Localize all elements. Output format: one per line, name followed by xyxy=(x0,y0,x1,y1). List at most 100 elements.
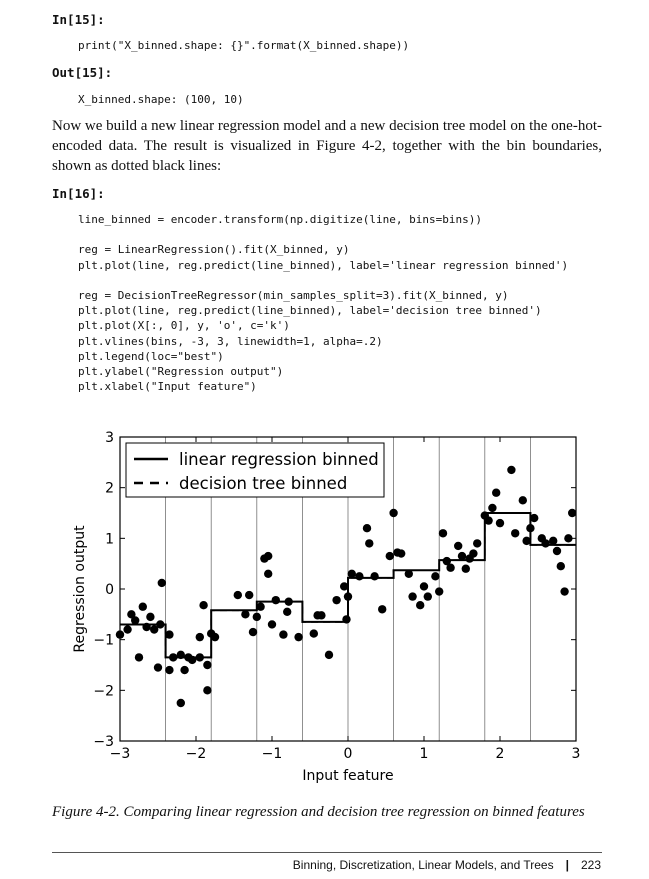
data-point xyxy=(203,686,212,695)
data-point xyxy=(568,508,577,518)
data-point xyxy=(146,612,155,622)
code-line: reg = DecisionTreeRegressor(min_samples_… xyxy=(78,289,509,303)
data-point xyxy=(495,518,505,528)
data-point xyxy=(342,615,351,624)
data-points xyxy=(115,465,577,708)
data-point xyxy=(188,655,197,665)
data-point xyxy=(134,653,144,662)
data-point xyxy=(492,488,501,497)
page-footer: Binning, Discretization, Linear Models, … xyxy=(293,858,601,872)
x-tick-label: 3 xyxy=(572,746,581,762)
data-point xyxy=(138,602,147,611)
body-paragraph: Now we build a new linear regression mod… xyxy=(52,118,602,174)
data-point xyxy=(294,632,303,642)
data-point xyxy=(416,601,425,610)
x-tick-label: −1 xyxy=(262,746,283,762)
data-point xyxy=(397,549,406,558)
data-point xyxy=(180,665,189,675)
data-point xyxy=(461,564,470,573)
data-point xyxy=(419,582,429,591)
y-tick-label: −1 xyxy=(93,633,114,649)
data-point xyxy=(347,569,356,578)
code-line: plt.plot(line, reg.predict(line_binned),… xyxy=(78,258,569,272)
code-cell-in16-prompt: In[16]: xyxy=(52,186,105,201)
data-point xyxy=(431,572,440,581)
data-point xyxy=(123,625,132,634)
data-point xyxy=(176,650,185,660)
code-line: reg = LinearRegression().fit(X_binned, y… xyxy=(78,243,350,257)
code-line: print("X_binned.shape: {}".format(X_binn… xyxy=(78,39,410,52)
data-point xyxy=(248,627,258,637)
y-tick-label: −3 xyxy=(93,734,114,750)
data-point xyxy=(435,587,444,596)
data-point xyxy=(365,539,374,548)
data-point xyxy=(340,582,349,591)
data-point xyxy=(362,524,372,533)
data-point xyxy=(324,650,334,660)
data-point xyxy=(332,595,341,605)
data-point xyxy=(442,556,451,566)
data-point xyxy=(552,546,562,556)
data-point xyxy=(169,653,178,662)
data-point xyxy=(284,597,293,606)
code-line: plt.vlines(bins, -3, 3, linewidth=1, alp… xyxy=(78,334,383,348)
y-axis-label: Regression output xyxy=(72,525,88,653)
code-line: plt.plot(X[:, 0], y, 'o', c='k') xyxy=(78,319,290,333)
code-line: plt.plot(line, reg.predict(line_binned),… xyxy=(78,304,542,318)
data-point xyxy=(165,665,174,675)
code-line: line_binned = encoder.transform(np.digit… xyxy=(78,213,482,226)
data-point xyxy=(343,592,353,601)
figure-caption: Figure 4-2. Comparing linear regression … xyxy=(52,804,585,820)
data-point xyxy=(252,612,261,622)
output-line: X_binned.shape: (100, 10) xyxy=(78,93,244,106)
data-point xyxy=(176,698,185,708)
data-point xyxy=(408,592,417,601)
code-cell-in15-prompt: In[15]: xyxy=(52,12,105,27)
data-point xyxy=(560,587,569,596)
code-cell-in16: line_binned = encoder.transform(np.digit… xyxy=(78,212,568,394)
data-point xyxy=(473,539,482,548)
code-output-out15: X_binned.shape: (100, 10) xyxy=(78,92,244,107)
data-point xyxy=(279,630,288,639)
data-point xyxy=(317,611,326,620)
data-point xyxy=(385,551,394,561)
data-point xyxy=(203,660,212,670)
code-line: plt.legend(loc="best") xyxy=(78,349,224,363)
data-point xyxy=(165,630,174,639)
footer-rule xyxy=(52,852,602,853)
data-point xyxy=(309,629,318,638)
y-tick-label: 3 xyxy=(105,430,114,446)
data-point xyxy=(404,569,413,578)
x-tick-label: −2 xyxy=(186,746,207,762)
legend-box xyxy=(125,442,385,498)
running-title: Binning, Discretization, Linear Models, … xyxy=(292,858,554,872)
data-point xyxy=(355,572,364,581)
data-point xyxy=(153,663,163,672)
data-point xyxy=(241,610,250,619)
data-point xyxy=(233,590,242,600)
axis-ticks xyxy=(119,436,577,742)
data-point xyxy=(526,524,535,533)
x-axis-label: Input feature xyxy=(302,768,393,784)
x-tick-label: 1 xyxy=(420,746,429,762)
data-point xyxy=(256,602,265,611)
data-point xyxy=(131,616,140,625)
data-point xyxy=(283,607,292,616)
data-point xyxy=(469,549,478,558)
data-point xyxy=(438,529,448,538)
data-point xyxy=(199,601,208,610)
data-point xyxy=(454,541,463,551)
legend-label-tree: decision tree binned xyxy=(179,474,347,493)
data-point xyxy=(423,592,432,601)
data-point xyxy=(157,578,166,588)
data-point xyxy=(488,503,497,513)
data-point xyxy=(389,508,398,518)
y-tick-label: 0 xyxy=(105,582,114,598)
data-point xyxy=(264,551,273,561)
data-point xyxy=(271,595,280,605)
x-tick-labels: −3 −2 −1 0 1 2 3 xyxy=(110,746,581,762)
data-point xyxy=(541,539,550,548)
data-point xyxy=(446,563,455,572)
figure-4-2-chart: −3 −2 −1 0 1 2 3 −3 −2 −1 0 1 2 3 Input feature Regr… xyxy=(72,430,581,784)
code-cell-out15-prompt: Out[15]: xyxy=(52,65,113,80)
